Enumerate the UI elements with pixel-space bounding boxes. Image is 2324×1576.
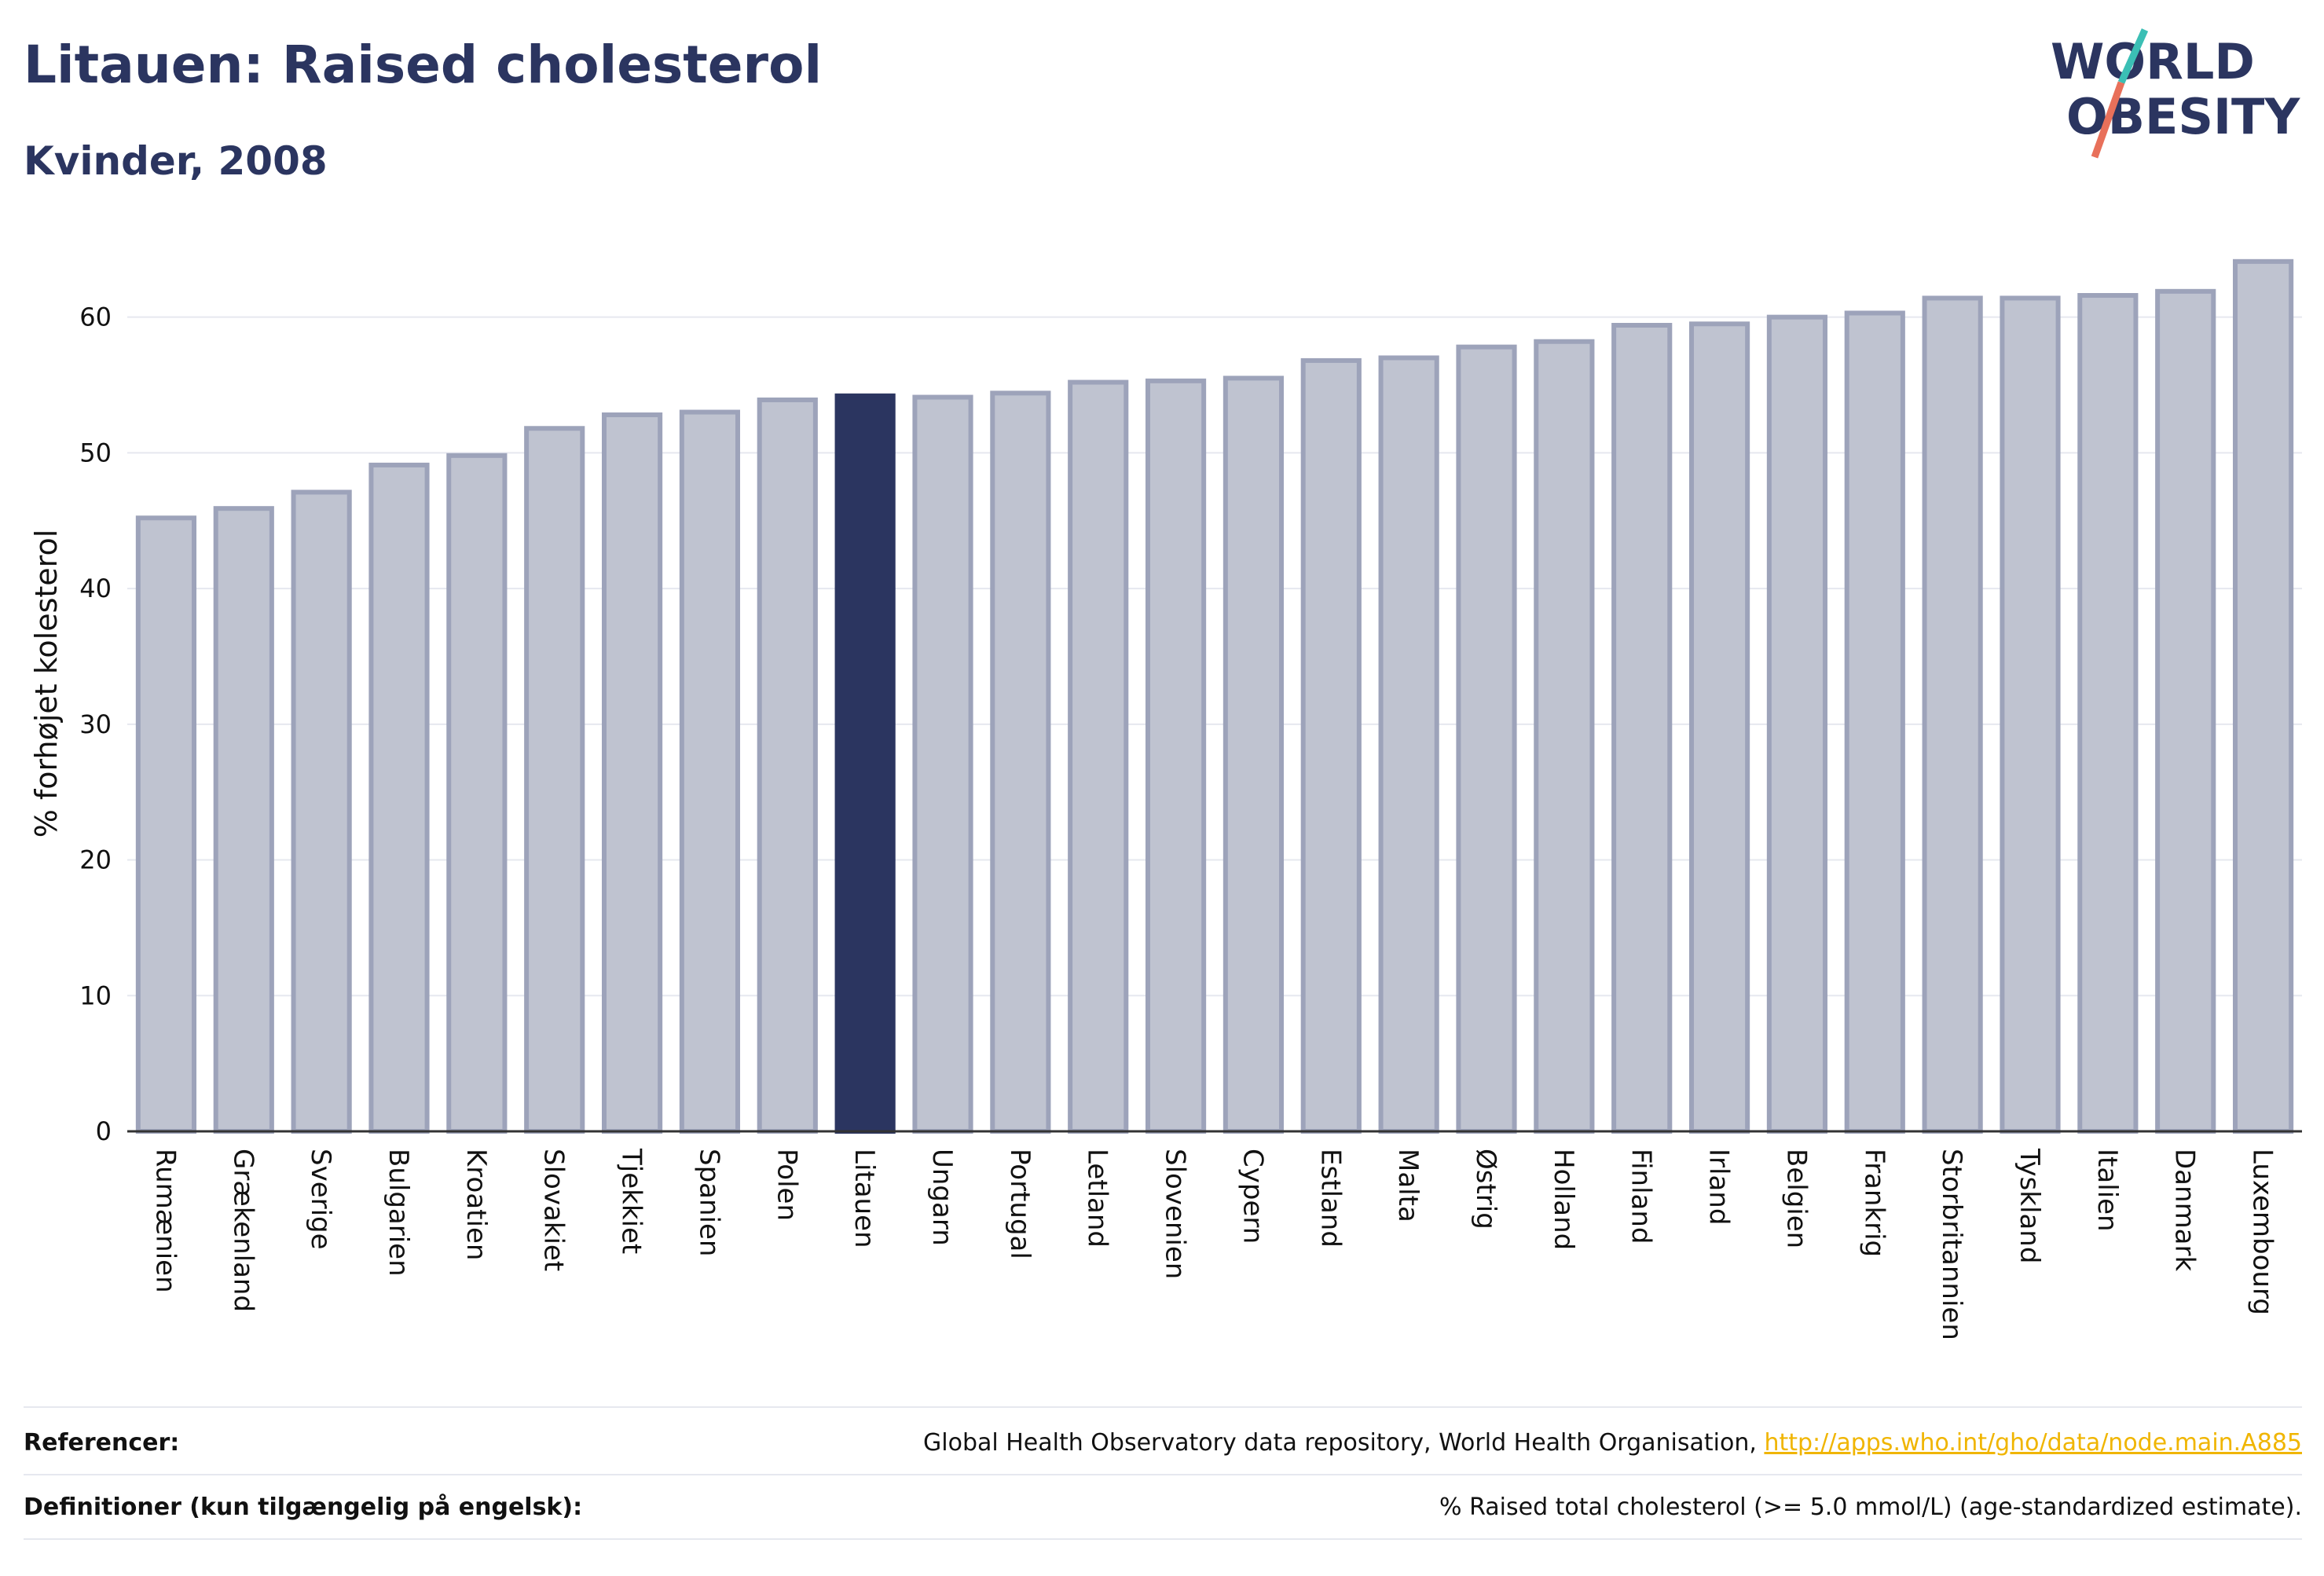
x-tick-label: Slovakiet xyxy=(538,1149,570,1271)
bar xyxy=(2000,295,2061,1134)
bar xyxy=(1145,378,1207,1134)
bar xyxy=(1222,376,1285,1134)
x-tick-label: Bulgarien xyxy=(383,1149,414,1277)
x-tick-label: Finland xyxy=(1626,1149,1657,1244)
x-tick-label: Italien xyxy=(2091,1149,2123,1232)
x-tick-label: Sverige xyxy=(305,1149,336,1250)
y-axis-ticks: 0 10 20 30 40 50 60 xyxy=(79,302,112,1146)
bar xyxy=(446,453,508,1134)
x-tick-label: Storbritannien xyxy=(1936,1149,1967,1340)
definitions-text: % Raised total cholesterol (>= 5.0 mmol/… xyxy=(1439,1493,2302,1521)
x-tick-label: Frankrig xyxy=(1858,1149,1890,1257)
bar xyxy=(291,489,352,1134)
y-tick-label: 20 xyxy=(79,845,112,875)
x-tick-label: Holland xyxy=(1548,1149,1579,1250)
x-tick-label: Østrig xyxy=(1470,1149,1501,1230)
bar xyxy=(1844,310,1905,1134)
logo-line1: WORLD xyxy=(2051,33,2255,90)
x-tick-label: Cypern xyxy=(1237,1149,1268,1244)
bar xyxy=(990,390,1051,1134)
x-tick-label: Portugal xyxy=(1004,1149,1036,1259)
x-tick-label: Kroatien xyxy=(460,1149,492,1260)
bar xyxy=(2232,258,2294,1134)
y-axis-label: % forhøjet kolesterol xyxy=(29,530,64,838)
y-tick-label: 0 xyxy=(96,1116,112,1146)
x-tick-label: Tjekkiet xyxy=(616,1148,647,1254)
bar xyxy=(524,426,585,1134)
y-tick-label: 10 xyxy=(79,980,112,1010)
bar xyxy=(2155,288,2216,1134)
footer-divider-bottom xyxy=(24,1538,2302,1540)
logo-slash-coral-icon xyxy=(2091,81,2125,159)
x-tick-label: Estland xyxy=(1314,1149,1346,1248)
bar xyxy=(135,515,197,1134)
x-tick-label: Letland xyxy=(1082,1149,1113,1248)
bar xyxy=(1688,321,1750,1134)
bar xyxy=(1300,357,1362,1134)
x-tick-label: Danmark xyxy=(2169,1149,2201,1271)
bar xyxy=(1378,355,1439,1134)
bar-chart: 0 10 20 30 40 50 60 Rumænien Grækenland Sverige B… xyxy=(29,258,2302,1340)
definitions-label: Definitioner (kun tilgængelig på engelsk… xyxy=(24,1493,583,1521)
bar xyxy=(834,393,896,1134)
x-tick-label: Ungarn xyxy=(926,1149,958,1246)
page-subtitle: Kvinder, 2008 xyxy=(24,138,328,184)
footer-divider-top xyxy=(24,1406,2302,1408)
bar xyxy=(1766,314,1828,1134)
bars xyxy=(135,258,2294,1134)
x-tick-label: Spanien xyxy=(693,1149,724,1256)
footer-references: Referencer: Global Health Observatory da… xyxy=(24,1411,2302,1474)
logo-slash-teal-icon xyxy=(2117,28,2149,84)
bar xyxy=(601,412,663,1134)
y-tick-label: 40 xyxy=(79,574,112,603)
bar xyxy=(757,398,818,1134)
bar xyxy=(368,462,430,1134)
references-link[interactable]: http://apps.who.int/gho/data/node.main.A… xyxy=(1764,1428,2302,1457)
x-tick-label: Luxembourg xyxy=(2247,1149,2278,1315)
bar xyxy=(1456,344,1517,1134)
x-tick-label: Polen xyxy=(771,1149,802,1221)
x-axis-labels: Rumænien Grækenland Sverige Bulgarien Kroati… xyxy=(149,1148,2278,1340)
bar xyxy=(912,394,973,1134)
references-text: Global Health Observatory data repositor… xyxy=(923,1428,1765,1457)
x-tick-label: Malta xyxy=(1392,1149,1424,1222)
x-tick-label: Tyskland xyxy=(2014,1148,2045,1263)
references-label: Referencer: xyxy=(24,1428,180,1457)
footer-divider-mid xyxy=(24,1474,2302,1475)
page-title: Litauen: Raised cholesterol xyxy=(24,35,823,95)
x-tick-label: Belgien xyxy=(1780,1149,1812,1248)
y-tick-label: 50 xyxy=(79,438,112,467)
x-tick-label: Slovenien xyxy=(1160,1149,1191,1279)
x-tick-label: Grækenland xyxy=(227,1149,258,1312)
bar xyxy=(1534,339,1595,1134)
world-obesity-logo: WORLD OBESITY xyxy=(2051,28,2300,159)
bar xyxy=(679,409,741,1134)
bar xyxy=(2077,293,2139,1134)
references-value: Global Health Observatory data repositor… xyxy=(923,1429,2302,1457)
bar xyxy=(1922,295,1983,1134)
y-tick-label: 60 xyxy=(79,302,112,332)
x-tick-label: Rumænien xyxy=(149,1149,181,1293)
bar xyxy=(213,506,274,1134)
y-tick-label: 30 xyxy=(79,709,112,739)
x-tick-label: Litauen xyxy=(849,1149,880,1248)
footer-definitions: Definitioner (kun tilgængelig på engelsk… xyxy=(24,1475,2302,1538)
x-tick-label: Irland xyxy=(1703,1149,1735,1225)
bar xyxy=(1068,379,1129,1134)
bar xyxy=(1611,323,1673,1134)
